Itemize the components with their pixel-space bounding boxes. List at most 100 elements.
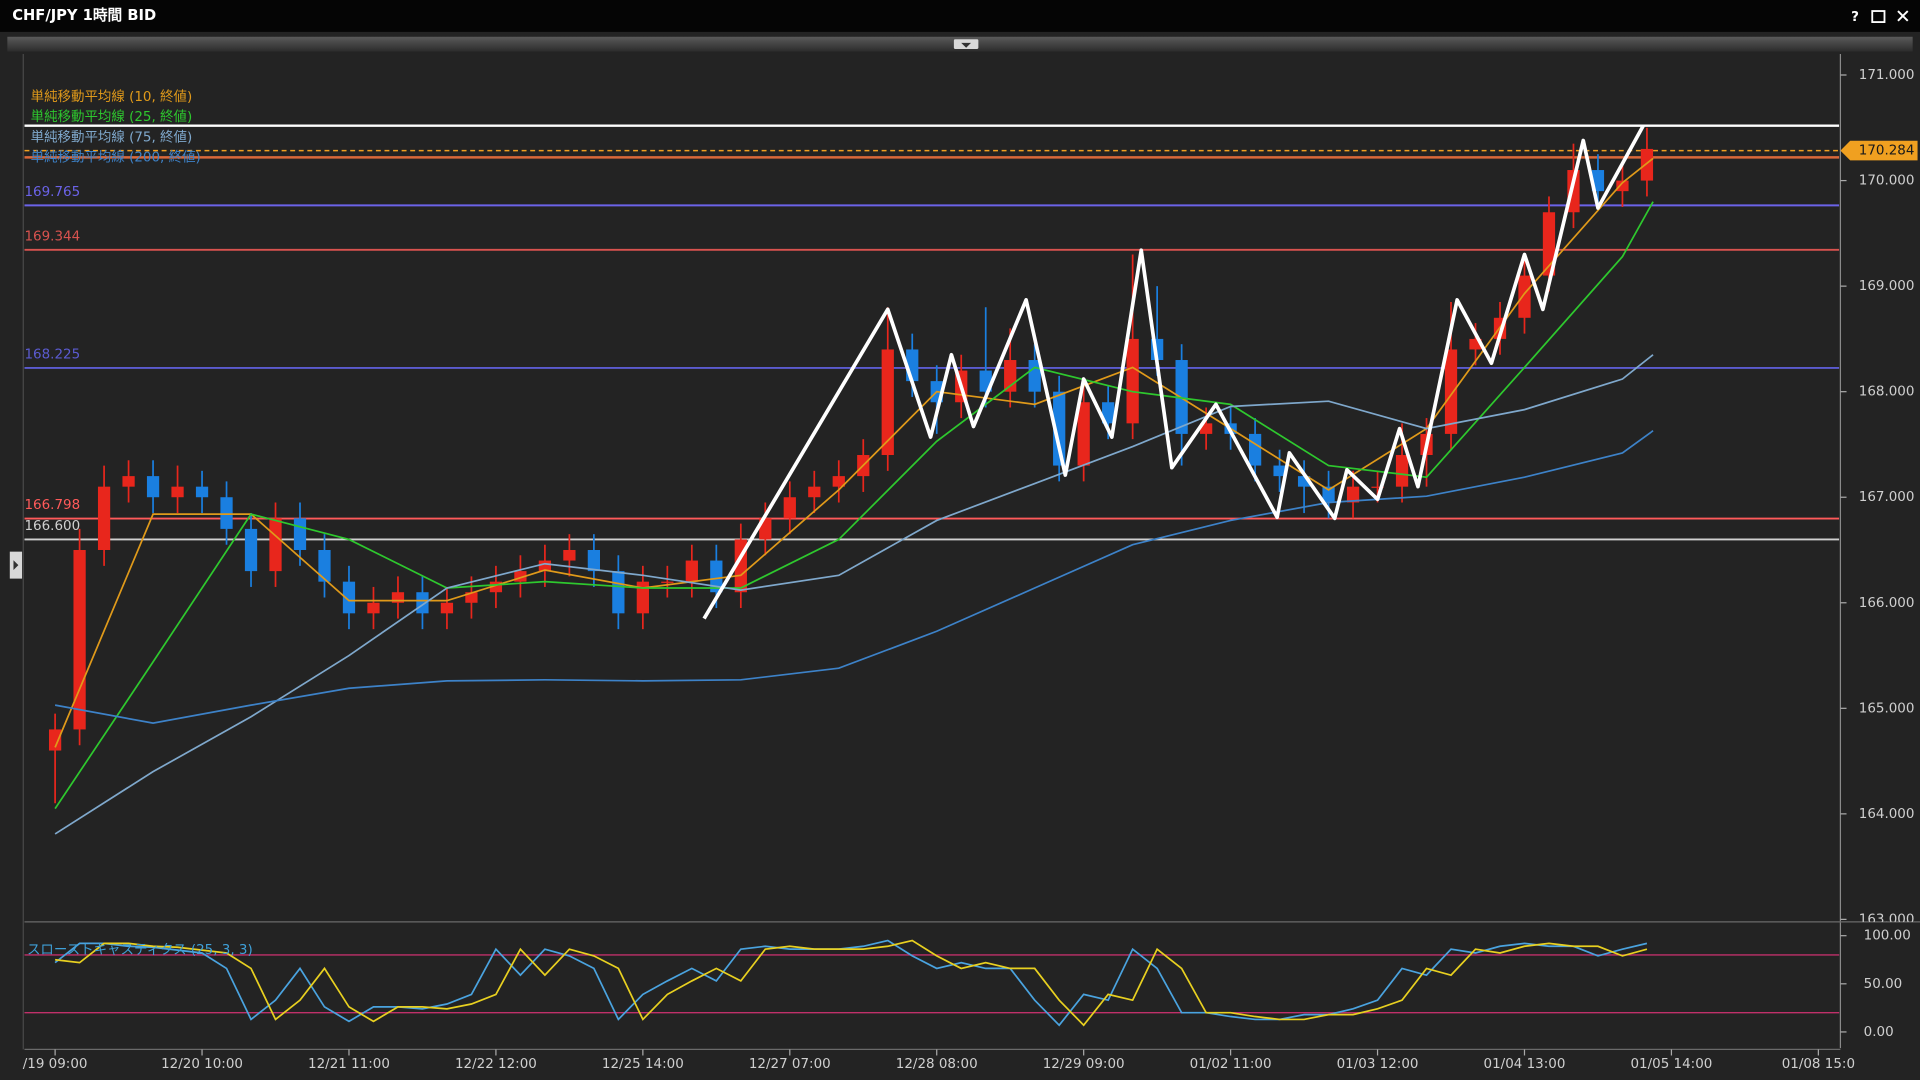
- candle-body: [1395, 455, 1409, 487]
- y-tick-label: 168.000: [1859, 384, 1915, 400]
- y-tick-label: 166.000: [1859, 595, 1915, 611]
- candle-body: [489, 581, 503, 593]
- x-tick-label: 12/21 11:00: [308, 1056, 390, 1072]
- candle-body: [1102, 402, 1115, 424]
- zigzag-line: [702, 124, 1645, 620]
- candle-body: [1346, 486, 1360, 503]
- level-label: 166.600: [24, 518, 80, 534]
- candle-body: [244, 528, 258, 572]
- price-pane: 169.765 169.344 168.225 166.798 166.600 171.0…: [24, 67, 1918, 927]
- level-label: 166.798: [24, 497, 80, 513]
- candle-body: [514, 571, 527, 582]
- x-tick-label: 01/02 11:00: [1190, 1056, 1272, 1072]
- candle-body: [1640, 148, 1654, 181]
- candle-body: [48, 729, 62, 751]
- y-tick-label: 167.000: [1859, 489, 1915, 505]
- candle-body: [661, 581, 674, 583]
- x-tick-label: 01/03 12:00: [1337, 1056, 1419, 1072]
- x-tick-label: 01/08 15:0: [1782, 1056, 1855, 1072]
- candle-body: [1200, 423, 1213, 434]
- candle-body: [342, 581, 356, 614]
- x-tick-label: /19 09:00: [23, 1056, 88, 1072]
- y-tick-label: 0.00: [1864, 1024, 1894, 1040]
- legend-entry: 単純移動平均線 (25, 終値): [31, 109, 193, 125]
- level-label: 169.765: [24, 184, 80, 200]
- indicator-title: スローストキャスティクス (25, 3, 3): [27, 942, 253, 958]
- candle-body: [1371, 486, 1384, 488]
- plot-area: 169.765 169.344 168.225 166.798 166.600: [24, 124, 1840, 835]
- candle-body: [881, 349, 894, 456]
- candle-body: [146, 476, 160, 498]
- x-tick-label: 01/05 14:00: [1630, 1056, 1712, 1072]
- candle-body: [1175, 360, 1188, 434]
- moving-average-line: [54, 201, 1654, 810]
- candle-body: [1322, 486, 1335, 503]
- candle-body: [685, 560, 698, 582]
- candle-body: [612, 571, 625, 614]
- side-arrow: [13, 560, 19, 571]
- stochastic-line: [55, 939, 1648, 1027]
- candle-body: [1518, 275, 1531, 318]
- stochastic-pane: 100.00 50.00 0.00/19 09:00 12/20 10:00 12/21…: [23, 928, 1911, 1072]
- x-tick-label: 12/25 14:00: [602, 1056, 684, 1072]
- candle-body: [391, 592, 405, 603]
- y-tick-label: 171.000: [1859, 67, 1915, 83]
- x-tick-label: 12/27 07:00: [749, 1056, 831, 1072]
- candle-body: [318, 550, 331, 582]
- y-tick-label: 169.000: [1859, 278, 1915, 294]
- y-tick-label: 100.00: [1864, 928, 1911, 944]
- level-label: 168.225: [24, 346, 80, 362]
- candle-body: [1444, 349, 1458, 434]
- candle-body: [563, 550, 576, 561]
- moving-average-line: [54, 157, 1654, 748]
- candle-body: [416, 592, 429, 614]
- y-tick-label: 163.000: [1859, 911, 1915, 927]
- stochastic-line: [54, 939, 1648, 1027]
- x-tick-label: 12/20 10:00: [161, 1056, 243, 1072]
- candle-body: [1616, 180, 1629, 192]
- candle-body: [636, 581, 649, 614]
- candle-body: [1053, 391, 1066, 466]
- candle-body: [122, 476, 135, 487]
- maximize-button[interactable]: [1871, 10, 1886, 23]
- y-tick-label: 170.000: [1859, 173, 1915, 189]
- candle-body: [808, 486, 821, 498]
- candle-body: [538, 560, 552, 572]
- candle-body: [1273, 465, 1286, 477]
- candle-body: [97, 486, 111, 551]
- candle-body: [195, 486, 209, 498]
- candle-body: [440, 602, 454, 614]
- legend-entry: 単純移動平均線 (200, 終値): [31, 150, 201, 166]
- close-button[interactable]: [1897, 10, 1909, 22]
- candle-body: [220, 497, 233, 529]
- last-price-tag: [1840, 140, 1918, 161]
- y-tick-label: 50.00: [1864, 976, 1903, 992]
- candle-body: [1126, 338, 1139, 424]
- title-bar: [0, 0, 1920, 32]
- candle-body: [832, 476, 845, 487]
- x-tick-label: 01/04 13:00: [1484, 1056, 1566, 1072]
- candle-body: [1077, 402, 1090, 466]
- candle-body: [73, 550, 86, 730]
- candle-body: [1469, 338, 1482, 350]
- moving-average-line: [54, 354, 1654, 835]
- window-title: CHF/JPY 1時間 BID: [12, 6, 156, 24]
- moving-average-line: [54, 430, 1654, 724]
- x-tick-label: 12/29 09:00: [1043, 1056, 1125, 1072]
- x-tick-label: 12/22 12:00: [455, 1056, 537, 1072]
- candle-body: [710, 560, 723, 593]
- candle-body: [1542, 212, 1556, 276]
- x-tick-label: 12/28 08:00: [896, 1056, 978, 1072]
- candle-body: [269, 518, 282, 572]
- help-button[interactable]: ?: [1851, 9, 1859, 25]
- candle-body: [783, 497, 796, 519]
- y-tick-label: 165.000: [1859, 700, 1915, 716]
- candle-body: [465, 592, 478, 603]
- candle-body: [1248, 433, 1262, 466]
- candle-body: [1297, 476, 1311, 487]
- level-label: 169.344: [24, 228, 80, 244]
- collapse-arrow: [961, 42, 972, 48]
- candle-body: [171, 486, 184, 498]
- last-price-label: 170.284: [1859, 143, 1915, 159]
